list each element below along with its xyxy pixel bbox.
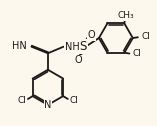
Text: HN: HN: [12, 41, 27, 51]
Text: CH₃: CH₃: [117, 11, 134, 20]
Text: Cl: Cl: [17, 96, 26, 105]
Text: O: O: [75, 55, 82, 65]
Text: O: O: [88, 30, 95, 40]
Text: NH: NH: [65, 42, 80, 52]
Text: Cl: Cl: [133, 49, 142, 58]
Text: S: S: [80, 40, 87, 53]
Text: Cl: Cl: [70, 96, 79, 105]
Text: N: N: [44, 100, 51, 110]
Text: Cl: Cl: [141, 32, 150, 41]
